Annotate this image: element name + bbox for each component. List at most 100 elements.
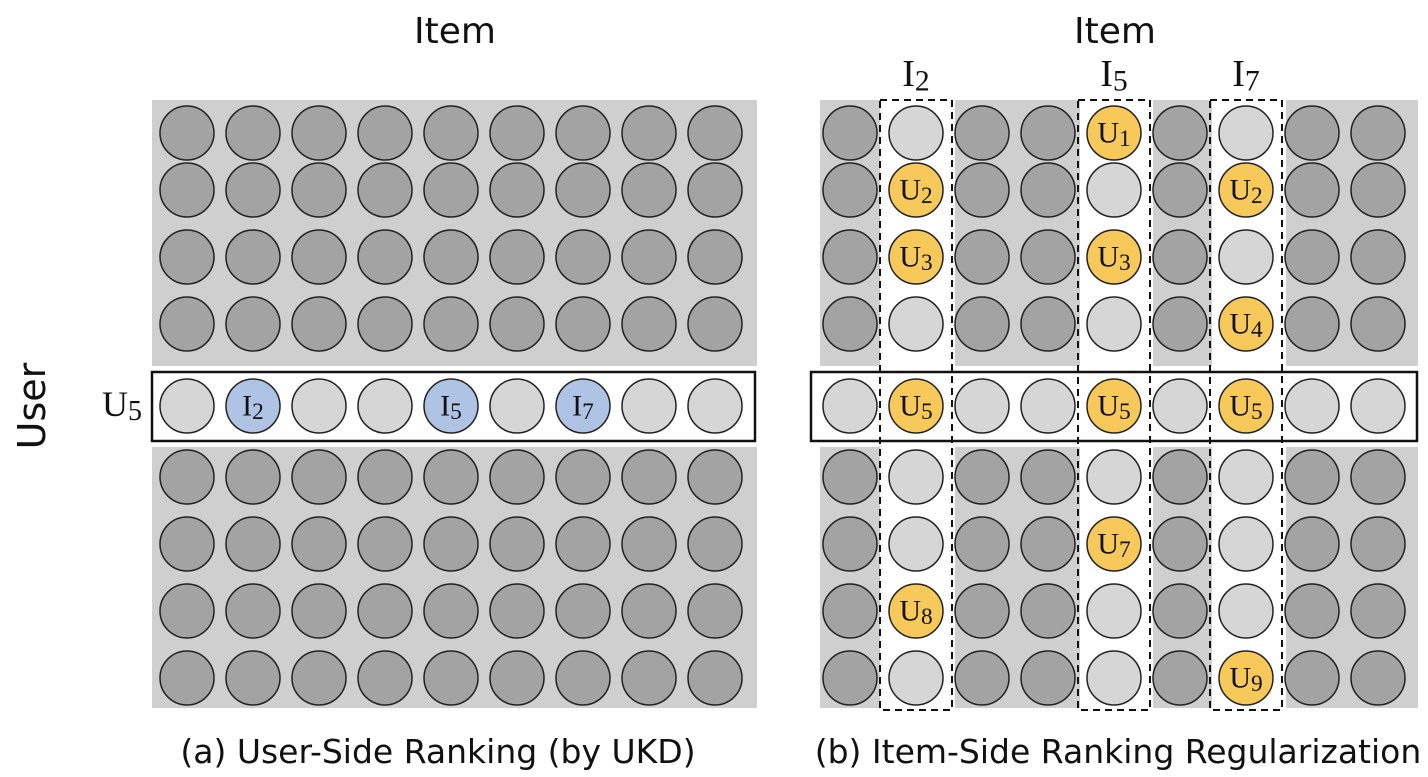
- matrix-cell-circle: [1020, 650, 1076, 706]
- matrix-cell-circle: [159, 296, 215, 352]
- panel-a-item-header: Item: [414, 11, 496, 52]
- matrix-cell-circle: [1350, 583, 1406, 639]
- matrix-cell-circle: [423, 449, 479, 505]
- ranked-user-circle: [1218, 378, 1274, 434]
- matrix-cell-circle: [687, 650, 743, 706]
- user-row-item-circle: [489, 378, 545, 434]
- matrix-cell-circle: [423, 296, 479, 352]
- matrix-cell-circle: [822, 296, 878, 352]
- ranked-user-circle: [888, 229, 944, 285]
- ranked-user-label: U9: [1229, 662, 1262, 698]
- user-row-item-circle: [159, 378, 215, 434]
- ranked-user-label: U3: [1097, 241, 1130, 277]
- matrix-cell-circle: [489, 229, 545, 285]
- item-column-circle: [1218, 583, 1274, 639]
- matrix-cell-circle: [687, 162, 743, 218]
- matrix-cell-circle: [687, 229, 743, 285]
- matrix-cell-circle: [1284, 650, 1340, 706]
- matrix-cell-circle: [291, 516, 347, 572]
- matrix-cell-circle: [225, 229, 281, 285]
- matrix-cell-circle: [621, 449, 677, 505]
- matrix-cell-circle: [357, 650, 413, 706]
- matrix-cell-circle: [555, 296, 611, 352]
- matrix-cell-circle: [1284, 162, 1340, 218]
- ranked-user-label: U7: [1097, 528, 1131, 564]
- item-column-circle: [1086, 650, 1142, 706]
- ranked-user-circle: [1218, 296, 1274, 352]
- matrix-cell-circle: [1284, 105, 1340, 161]
- panel-a-grid: I2 I5 I7: [150, 100, 757, 708]
- matrix-cell-circle: [489, 583, 545, 639]
- matrix-cell-circle: [159, 583, 215, 639]
- matrix-cell-circle: [1020, 583, 1076, 639]
- item-column-circle: [1086, 449, 1142, 505]
- matrix-cell-circle: [489, 162, 545, 218]
- matrix-cell-circle: [1020, 105, 1076, 161]
- matrix-cell-circle: [357, 162, 413, 218]
- matrix-cell-circle: [555, 650, 611, 706]
- ranked-item-label: I7: [572, 390, 594, 426]
- matrix-cell-circle: [621, 516, 677, 572]
- matrix-cell-circle: [1284, 449, 1340, 505]
- matrix-cell-circle: [954, 516, 1010, 572]
- item-column-circle: [888, 650, 944, 706]
- matrix-cell-circle: [159, 650, 215, 706]
- item-column-header: I5: [1100, 53, 1127, 98]
- matrix-cell-circle: [954, 229, 1010, 285]
- matrix-cell-circle: [1152, 650, 1208, 706]
- matrix-cell-circle: [423, 516, 479, 572]
- ranked-user-circle: [1218, 650, 1274, 706]
- ranked-item-circle: [225, 378, 281, 434]
- matrix-cell-circle: [555, 516, 611, 572]
- user-row-item-circle: [357, 378, 413, 434]
- matrix-cell-circle: [822, 650, 878, 706]
- ranked-item-circle: [423, 378, 479, 434]
- user-row-item-circle: [687, 378, 743, 434]
- matrix-cell-circle: [1350, 449, 1406, 505]
- user-row-item-circle: [291, 378, 347, 434]
- item-column-circle: [888, 296, 944, 352]
- matrix-cell-circle: [159, 229, 215, 285]
- ranked-user-label: U5: [1097, 390, 1130, 426]
- matrix-cell-circle: [1152, 583, 1208, 639]
- panel-a-caption: (a) User-Side Ranking (by UKD): [180, 732, 695, 771]
- matrix-cell-circle: [555, 162, 611, 218]
- ranked-user-label: U5: [1229, 390, 1262, 426]
- matrix-cell-circle: [1350, 516, 1406, 572]
- matrix-cell-circle: [1284, 583, 1340, 639]
- panel-b-caption: (b) Item-Side Ranking Regularization: [815, 732, 1422, 771]
- item-column-circle: [1086, 162, 1142, 218]
- ranked-user-label: U4: [1229, 308, 1263, 344]
- matrix-cell-circle: [1350, 229, 1406, 285]
- ranked-user-label: U8: [899, 595, 932, 631]
- matrix-cell-circle: [159, 449, 215, 505]
- matrix-cell-circle: [225, 105, 281, 161]
- matrix-cell-circle: [489, 449, 545, 505]
- matrix-cell-circle: [1350, 650, 1406, 706]
- item-column-frame: [1209, 99, 1283, 711]
- matrix-cell-circle: [489, 105, 545, 161]
- matrix-cell-circle: [1284, 516, 1340, 572]
- matrix-cell-circle: [555, 229, 611, 285]
- ranked-item-label: I2: [242, 390, 264, 426]
- item-column-frame: [1077, 99, 1151, 711]
- matrix-cell-circle: [357, 583, 413, 639]
- matrix-cell-circle: [225, 162, 281, 218]
- ranked-user-label: U1: [1097, 117, 1130, 153]
- matrix-cell-circle: [291, 296, 347, 352]
- matrix-cell-circle: [687, 449, 743, 505]
- matrix-cell-circle: [225, 296, 281, 352]
- matrix-cell-circle: [225, 449, 281, 505]
- ranked-user-circle: [1086, 516, 1142, 572]
- matrix-cell-circle: [687, 105, 743, 161]
- matrix-cell-circle: [687, 516, 743, 572]
- item-column-circle: [1218, 516, 1274, 572]
- matrix-cell-circle: [159, 105, 215, 161]
- matrix-cell-circle: [1020, 229, 1076, 285]
- matrix-cell-circle: [489, 516, 545, 572]
- item-column-circle: [1086, 583, 1142, 639]
- matrix-cell-circle: [1152, 105, 1208, 161]
- matrix-cell-circle: [291, 650, 347, 706]
- ranked-user-label: U2: [1229, 174, 1262, 210]
